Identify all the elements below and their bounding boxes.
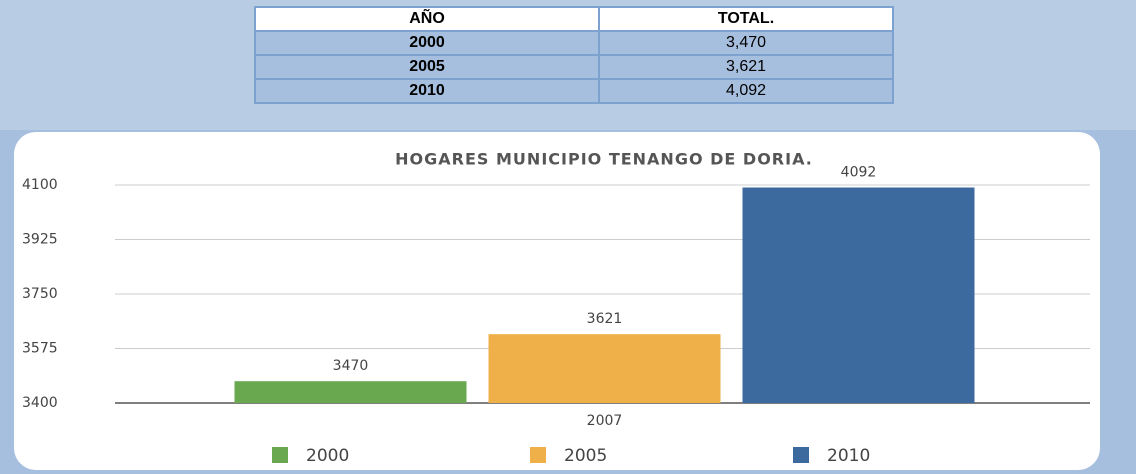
header-row: AÑO TOTAL.: [254, 6, 894, 32]
cell: 2010: [254, 78, 600, 104]
y-tick-label: 4100: [22, 177, 58, 193]
y-tick-label: 3750: [22, 286, 58, 302]
header-cell: AÑO: [254, 6, 600, 32]
bar: [234, 381, 467, 403]
row: 2005 3,621: [254, 54, 894, 80]
legend-swatch: [793, 447, 809, 463]
table-area: AÑO TOTAL. 2000 3,470 2005 3,621 2010 4,…: [0, 0, 1136, 130]
cell: 3,621: [598, 54, 894, 80]
cell: 2000: [254, 30, 600, 56]
data-label: 3470: [333, 358, 369, 374]
cell: 3,470: [598, 30, 894, 56]
cell: 4,092: [598, 78, 894, 104]
legend-swatch: [272, 447, 288, 463]
row: 2000 3,470: [254, 30, 894, 56]
data-label: 3621: [587, 311, 623, 327]
legend-label: 2005: [564, 446, 607, 466]
legend-swatch: [530, 447, 546, 463]
row: 2010 4,092: [254, 78, 894, 104]
chart-title: HOGARES MUNICIPIO TENANGO DE DORIA.: [395, 150, 813, 169]
cell: 2005: [254, 54, 600, 80]
data-label: 4092: [841, 164, 877, 180]
table: AÑO TOTAL. 2000 3,470 2005 3,621 2010 4,…: [254, 6, 894, 104]
bar: [488, 334, 721, 403]
y-tick-label: 3575: [22, 341, 58, 357]
header-cell: TOTAL.: [598, 6, 894, 32]
bar: [742, 187, 975, 403]
x-tick-label: 2007: [587, 413, 623, 429]
y-tick-label: 3400: [22, 395, 58, 411]
y-tick-label: 3925: [22, 232, 58, 248]
legend-label: 2010: [827, 446, 870, 466]
legend-label: 2000: [306, 446, 349, 466]
